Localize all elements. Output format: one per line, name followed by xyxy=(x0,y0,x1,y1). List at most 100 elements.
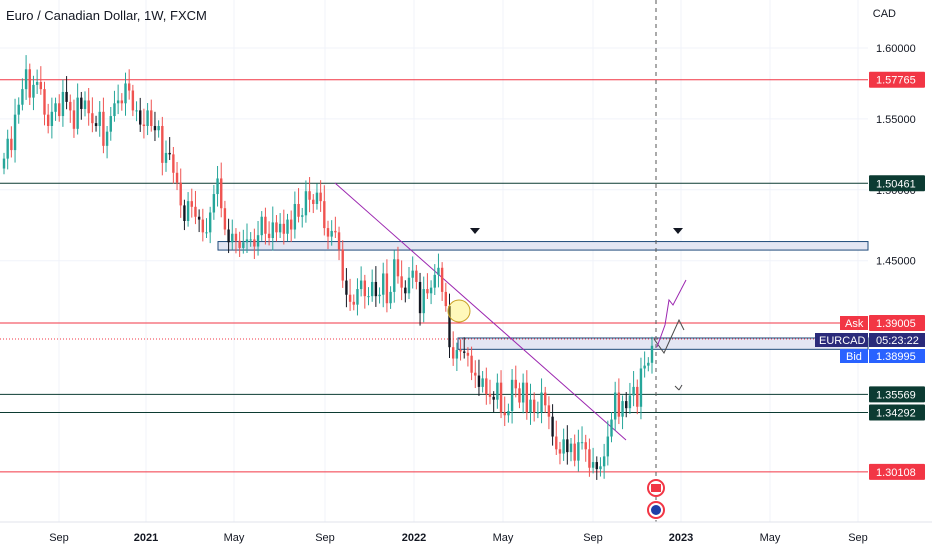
level-tag-label: 1.35569 xyxy=(876,389,916,401)
ask-tag xyxy=(840,316,868,330)
candle-body xyxy=(440,267,444,292)
candle-body xyxy=(326,228,330,237)
candle-body xyxy=(488,393,492,397)
price-tick-label: 1.55000 xyxy=(876,114,916,126)
candle-body xyxy=(422,289,425,314)
candle-body xyxy=(521,382,525,403)
candle-body xyxy=(205,232,208,234)
time-tick-label: May xyxy=(224,532,245,544)
candle-body xyxy=(304,191,308,216)
candle-body xyxy=(238,240,241,248)
candle-body xyxy=(628,395,632,409)
time-tick-label: May xyxy=(760,532,781,544)
candle-body xyxy=(208,212,212,233)
candle-body xyxy=(201,219,205,233)
candle-body xyxy=(393,259,396,292)
candle-body xyxy=(58,103,61,117)
candle-body xyxy=(580,442,584,444)
descending-trendline xyxy=(334,182,627,441)
candle-body xyxy=(260,216,263,236)
marker-down-arrow xyxy=(673,228,683,234)
candle-body xyxy=(345,280,348,295)
candle-body xyxy=(139,110,142,125)
candle-body xyxy=(223,208,227,230)
candle-body xyxy=(172,154,175,173)
level-tag xyxy=(869,71,925,88)
currency-label: CAD xyxy=(872,8,896,20)
candle-body xyxy=(289,219,293,230)
candle-body xyxy=(577,442,580,461)
candle-body xyxy=(613,392,617,420)
zone-rect xyxy=(457,337,869,350)
candle-body xyxy=(183,205,186,221)
time-tick-label: May xyxy=(493,532,514,544)
candle-body xyxy=(588,449,591,468)
candle-body xyxy=(146,110,149,126)
projection-down-path xyxy=(653,318,685,354)
candle-body xyxy=(555,436,558,450)
candle-body xyxy=(532,399,536,413)
candle-body xyxy=(378,294,381,297)
time-tick-label: Sep xyxy=(848,532,868,544)
candle-body xyxy=(382,273,385,295)
candle-body xyxy=(76,97,79,129)
candle-body xyxy=(606,436,610,457)
candle-body xyxy=(278,223,282,233)
candle-body xyxy=(312,199,315,204)
time-axis[interactable]: Sep 2021 May Sep 2022 May Sep 2023 May Sep xyxy=(0,521,932,544)
candle-body xyxy=(503,412,506,416)
candle-body xyxy=(10,138,13,151)
candle-body xyxy=(319,192,322,202)
candle-body xyxy=(21,89,24,105)
symbol-label: EURCAD xyxy=(819,335,866,347)
candle-body xyxy=(536,412,540,414)
candle-body xyxy=(161,125,164,163)
candle-body xyxy=(164,152,168,163)
candle-body xyxy=(330,230,333,237)
level-tag xyxy=(869,404,925,421)
candle-body xyxy=(551,416,554,437)
projection-up-path xyxy=(656,279,687,348)
candle-body xyxy=(437,267,440,275)
candle-body xyxy=(127,83,131,91)
candle-body xyxy=(348,294,352,302)
candle-body xyxy=(271,222,274,239)
candle-body xyxy=(231,233,234,243)
candle-body xyxy=(275,222,278,233)
candle-body xyxy=(540,392,543,413)
candle-body xyxy=(83,100,87,109)
ask-price-tag xyxy=(869,316,925,330)
candle-body xyxy=(91,113,94,124)
trendline-drawings xyxy=(334,182,687,441)
candle-body xyxy=(359,280,363,290)
candle-body xyxy=(610,419,613,437)
candle-body xyxy=(245,239,249,243)
level-tag-label: 1.57765 xyxy=(876,75,916,87)
time-tick-label: Sep xyxy=(315,532,335,544)
level-tag-label: 1.30108 xyxy=(876,467,916,479)
candle-body xyxy=(46,114,50,126)
candle-body xyxy=(24,69,28,90)
candle-body xyxy=(253,239,256,247)
eu-flag-icon xyxy=(651,505,661,515)
candle-body xyxy=(35,82,39,85)
candle-body xyxy=(282,223,286,234)
candle-body xyxy=(220,178,223,209)
candle-body xyxy=(212,194,216,213)
candle-body xyxy=(98,111,101,126)
candle-body xyxy=(293,203,297,230)
candle-body xyxy=(286,219,289,234)
candle-body xyxy=(451,347,455,359)
candle-body xyxy=(459,350,462,352)
candle-body xyxy=(352,301,355,305)
candle-body xyxy=(525,382,529,413)
candle-body xyxy=(153,125,157,131)
candle-body xyxy=(499,382,503,413)
bid-price-tag xyxy=(869,349,925,363)
candle-body xyxy=(455,350,459,359)
grid xyxy=(0,0,868,522)
candle-body xyxy=(573,443,576,461)
time-tick-label: 2021 xyxy=(134,532,158,544)
candle-body xyxy=(647,362,650,366)
